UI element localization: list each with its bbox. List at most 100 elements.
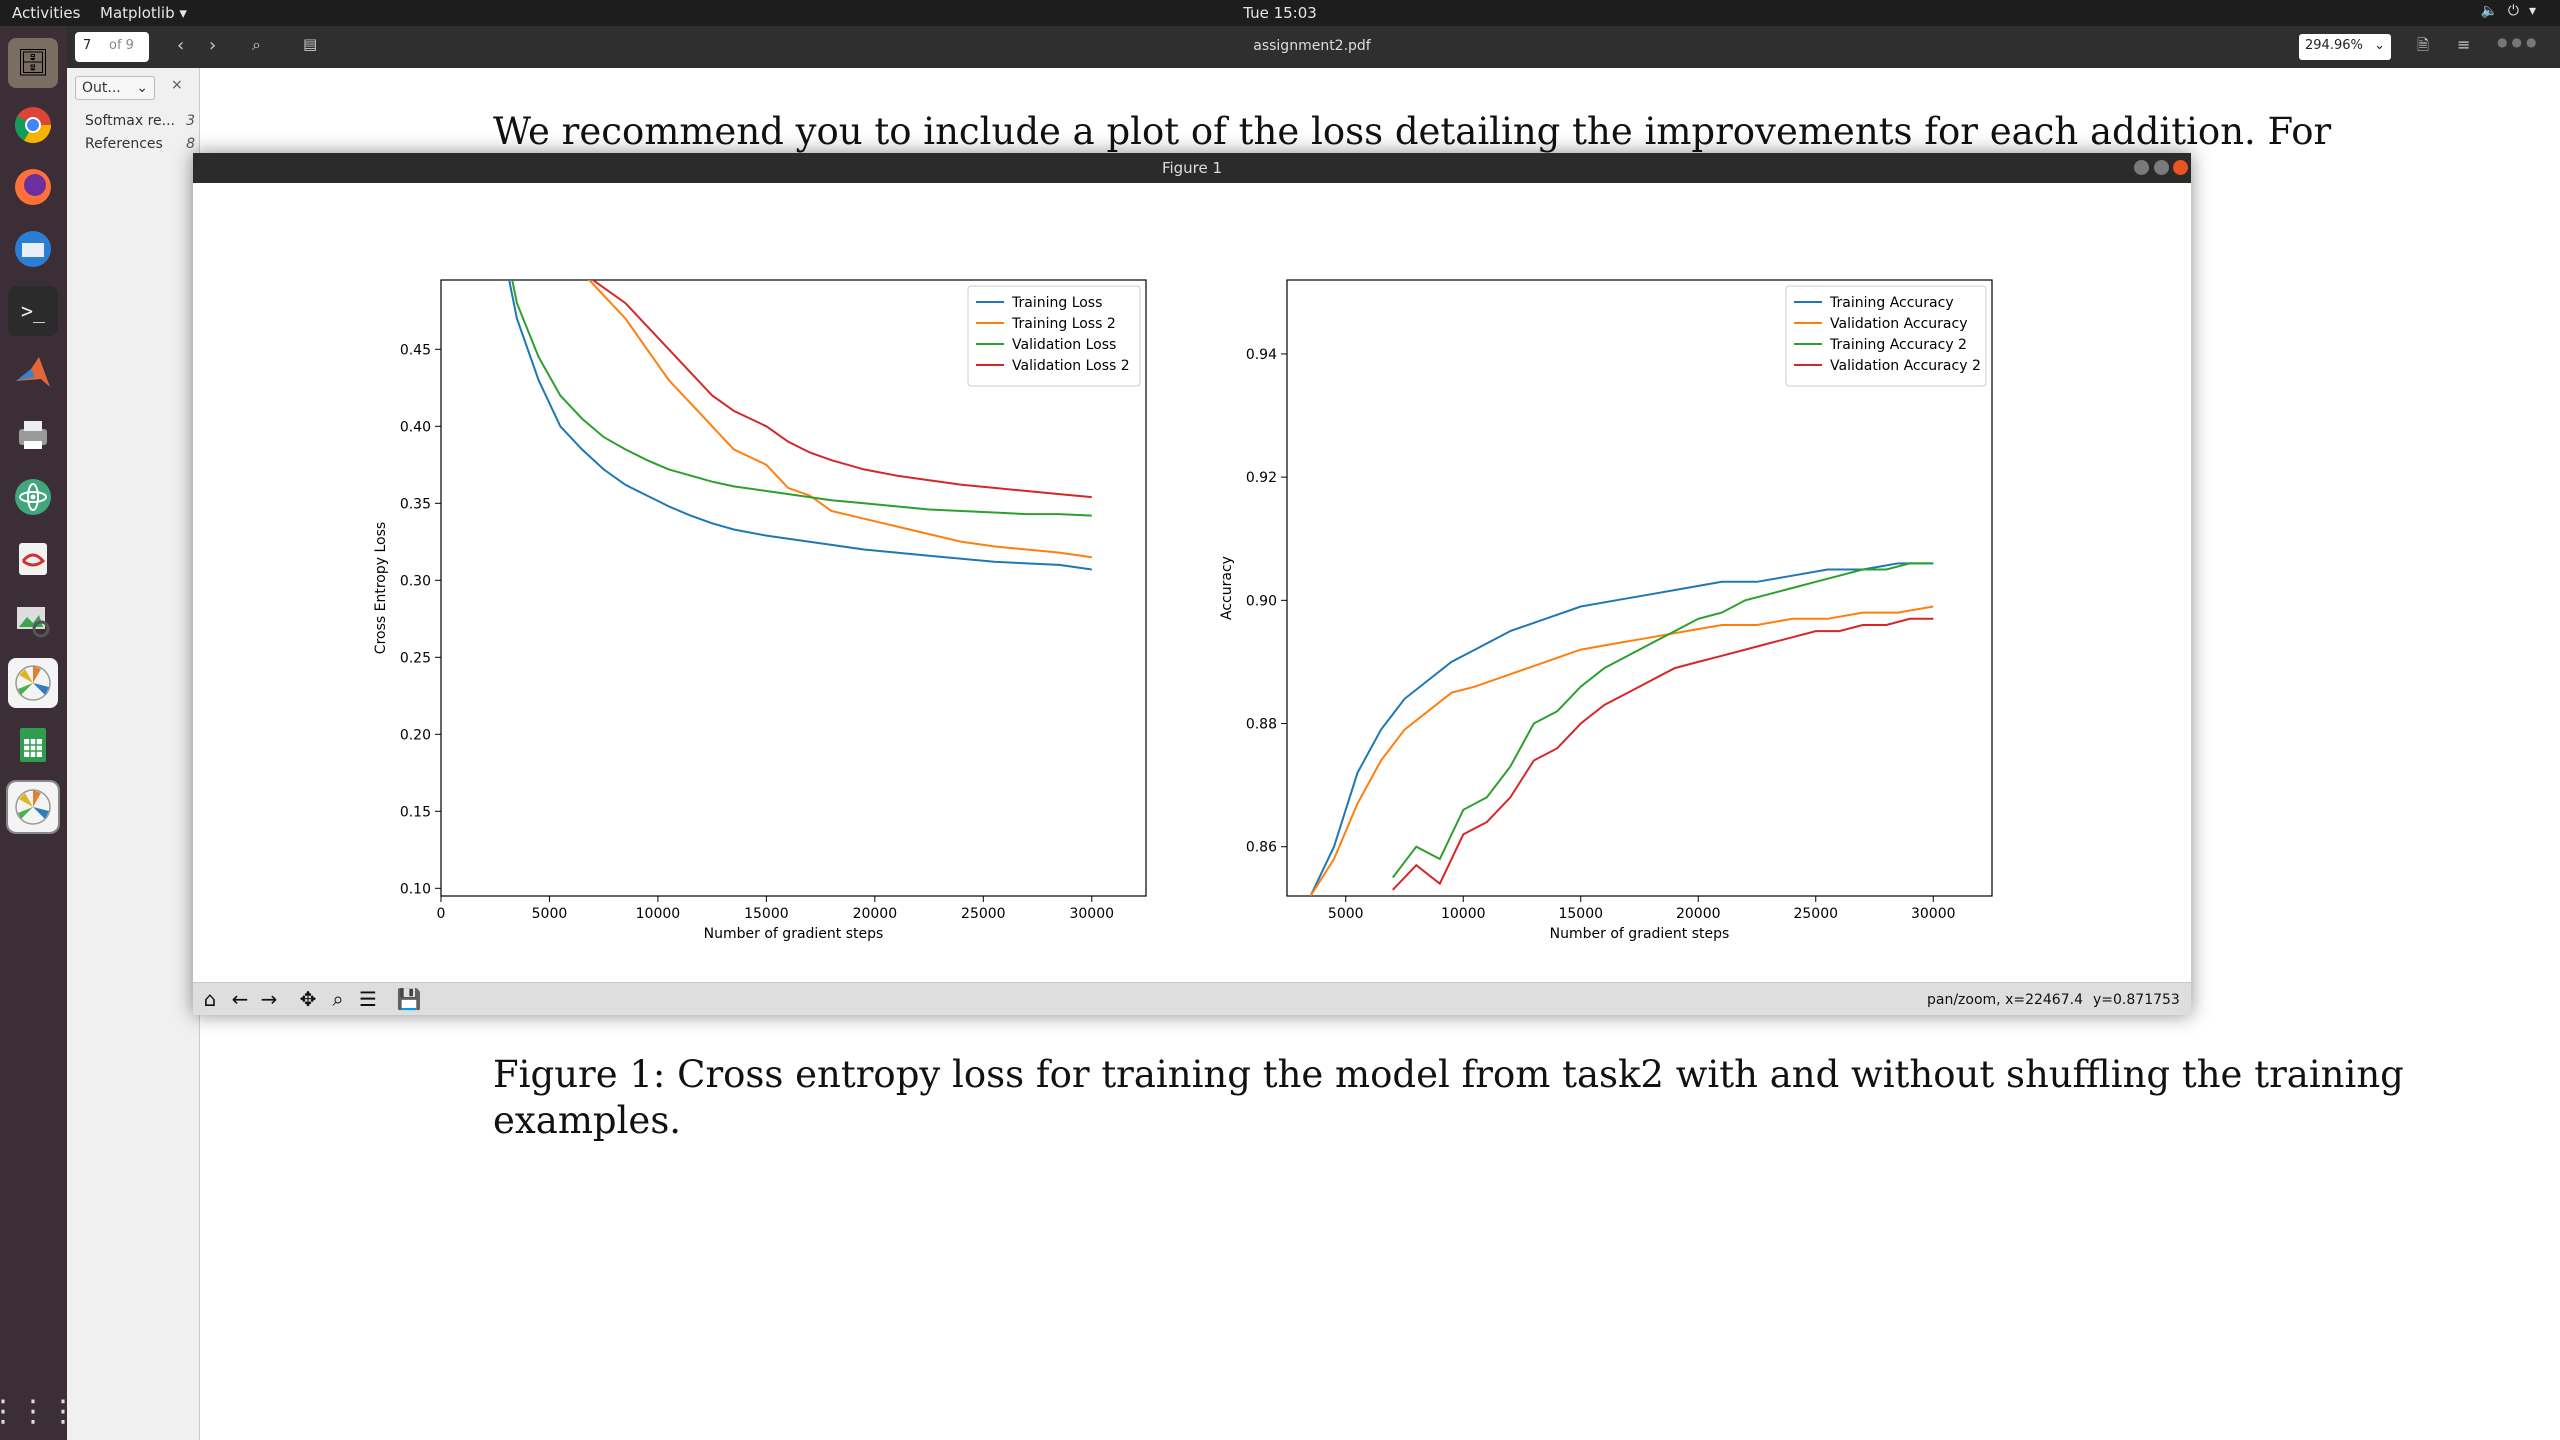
- zoom-value: 294.96%: [2305, 38, 2363, 53]
- figure-caption-continued: examples.: [493, 1099, 682, 1142]
- matplotlib-icon[interactable]: [8, 658, 58, 708]
- firefox-icon[interactable]: [8, 162, 58, 212]
- search-icon[interactable]: ⌕: [252, 35, 261, 54]
- y-tick-label: 0.86: [1246, 840, 1277, 856]
- volume-icon[interactable]: 🔈: [2480, 3, 2508, 19]
- x-axis-label: Number of gradient steps: [1550, 926, 1730, 942]
- annotation-icon[interactable]: ▤: [303, 35, 318, 53]
- y-tick-label: 0.30: [400, 573, 431, 589]
- figure-title-bar[interactable]: Figure 1: [193, 153, 2191, 183]
- top-bar: Activities Matplotlib ▾ Tue 15:03 🔈⏻▾: [0, 0, 2560, 26]
- series-line: [1392, 562, 1934, 879]
- legend-entry: Training Accuracy: [1829, 295, 1954, 311]
- minimize-icon[interactable]: [2134, 160, 2149, 175]
- figure-caption: Figure 1: Cross entropy loss for trainin…: [493, 1053, 2404, 1096]
- back-icon[interactable]: ←: [231, 987, 249, 1011]
- cursor-status: pan/zoom, x=22467.4: [1927, 992, 2083, 1008]
- legend-box: [1785, 285, 1987, 387]
- legend-entry: Training Loss 2: [1011, 316, 1116, 332]
- chrome-icon[interactable]: [8, 100, 58, 150]
- x-axis-label: Number of gradient steps: [704, 926, 884, 942]
- legend-entry: Validation Loss 2: [1012, 358, 1130, 374]
- dock: 🗄 >_ ⋮⋮⋮: [0, 26, 78, 1440]
- x-tick-label: 5000: [1328, 906, 1364, 922]
- series-line: [1309, 605, 1934, 896]
- system-tray[interactable]: 🔈⏻▾: [2480, 3, 2546, 19]
- series-line: [587, 280, 1092, 559]
- chevron-down-icon: ⌄: [136, 80, 148, 96]
- x-tick-label: 10000: [636, 906, 681, 922]
- series-line: [591, 280, 1092, 499]
- home-icon[interactable]: ⌂: [203, 987, 217, 1011]
- series-line: [1392, 617, 1934, 891]
- app-grid-icon[interactable]: ⋮⋮⋮: [0, 1393, 78, 1429]
- x-tick-label: 20000: [1676, 906, 1721, 922]
- y-tick-label: 0.20: [400, 727, 431, 743]
- files-icon[interactable]: 🗄: [8, 38, 58, 88]
- thunderbird-icon[interactable]: [8, 224, 58, 274]
- activities-button[interactable]: Activities: [12, 4, 81, 22]
- zoom-select[interactable]: 294.96% ⌄: [2299, 34, 2391, 60]
- figure-title: Figure 1: [1161, 159, 1223, 177]
- menu-icon[interactable]: ≡: [2457, 35, 2471, 54]
- power-icon[interactable]: ⏻: [2507, 3, 2529, 19]
- save-icon[interactable]: 💾: [396, 987, 422, 1011]
- y-tick-label: 0.35: [400, 496, 431, 512]
- matplotlib-active-icon[interactable]: [6, 780, 60, 834]
- spreadsheet-icon[interactable]: [8, 720, 58, 770]
- prev-page-icon[interactable]: ‹: [177, 35, 185, 56]
- pdf-viewer-icon[interactable]: [8, 534, 58, 584]
- outline-item[interactable]: References 8: [85, 136, 195, 152]
- y-tick-label: 0.94: [1246, 347, 1277, 363]
- x-tick-label: 30000: [1911, 906, 1956, 922]
- zoom-icon[interactable]: ⌕: [332, 987, 344, 1011]
- x-tick-label: 0: [437, 906, 446, 922]
- y-tick-label: 0.45: [400, 342, 431, 358]
- matlab-icon[interactable]: [8, 348, 58, 398]
- clock[interactable]: Tue 15:03: [1243, 4, 1317, 22]
- forward-icon[interactable]: →: [260, 987, 278, 1011]
- x-tick-label: 15000: [1558, 906, 1603, 922]
- y-tick-label: 0.40: [400, 419, 431, 435]
- maximize-icon[interactable]: [2154, 160, 2169, 175]
- legend-entry: Validation Accuracy 2: [1830, 358, 1981, 374]
- outline-sidebar: Out... ⌄ × Softmax re... 3 References 8: [67, 68, 200, 1440]
- outline-tab[interactable]: Out... ⌄: [75, 76, 155, 100]
- page-number-input[interactable]: 7 of 9: [75, 32, 149, 62]
- pan-icon[interactable]: ✥: [299, 987, 317, 1011]
- document-icon[interactable]: 🗎: [2417, 36, 2430, 54]
- x-tick-label: 30000: [1069, 906, 1114, 922]
- atom-icon[interactable]: [8, 472, 58, 522]
- x-tick-label: 10000: [1441, 906, 1486, 922]
- chevron-down-icon[interactable]: ▾: [2528, 3, 2546, 19]
- chevron-down-icon: ⌄: [2374, 38, 2385, 53]
- terminal-icon[interactable]: >_: [8, 286, 58, 336]
- legend-box: [967, 285, 1141, 387]
- y-axis-label: Accuracy: [1219, 556, 1235, 620]
- x-tick-label: 25000: [961, 906, 1006, 922]
- outline-item-page: 3: [186, 113, 195, 129]
- next-page-icon[interactable]: ›: [209, 35, 217, 56]
- y-tick-label: 0.25: [400, 650, 431, 666]
- cursor-y-status: y=0.871753: [2093, 992, 2180, 1008]
- close-icon[interactable]: ×: [171, 77, 183, 93]
- printer-icon[interactable]: [8, 410, 58, 460]
- outline-item[interactable]: Softmax re... 3: [85, 113, 195, 129]
- outline-item-page: 8: [186, 136, 195, 152]
- x-tick-label: 5000: [532, 906, 568, 922]
- chart-2: 5000 10000 15000 20000 25000 30000 0.86 0.88 0.9…: [1219, 279, 1993, 942]
- body-text: We recommend you to include a plot of th…: [493, 110, 2332, 153]
- close-icon[interactable]: [2173, 160, 2188, 175]
- app-menu[interactable]: Matplotlib ▾: [100, 4, 187, 22]
- legend-entry: Training Loss: [1011, 295, 1102, 311]
- y-tick-label: 0.92: [1246, 470, 1277, 486]
- y-tick-label: 0.10: [400, 881, 431, 897]
- x-tick-label: 20000: [853, 906, 898, 922]
- image-viewer-icon[interactable]: [8, 596, 58, 646]
- configure-subplots-icon[interactable]: ☰: [359, 987, 377, 1011]
- document-title: assignment2.pdf: [1253, 38, 1371, 54]
- series-group: [508, 280, 1092, 571]
- figure-canvas[interactable]: 0 5000 10000 15000 20000 25000 30000 0.10 0.15 0.…: [193, 183, 2191, 981]
- window-controls-icon[interactable]: ●●●: [2497, 35, 2541, 49]
- series-line: [1309, 562, 1934, 896]
